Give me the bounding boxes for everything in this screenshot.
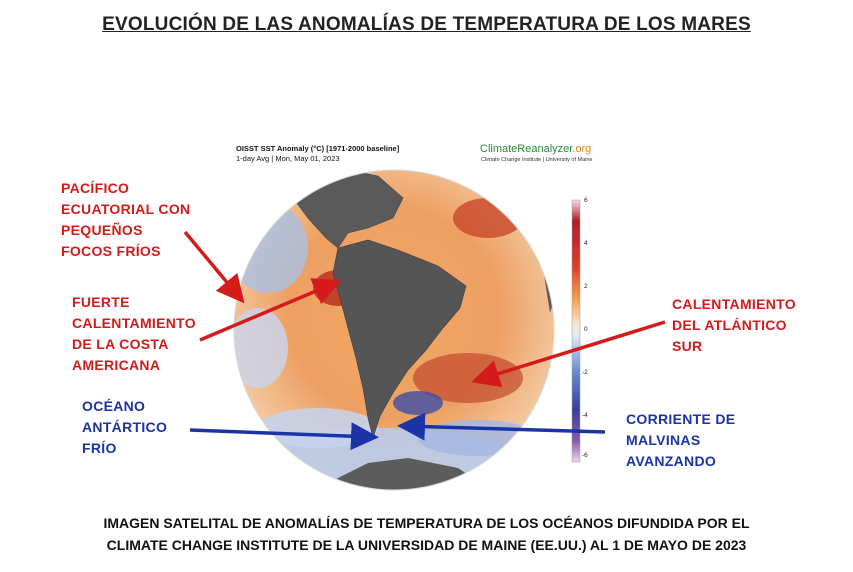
logo-subtitle: Climate Change Institute | University of…: [481, 157, 593, 163]
label-line: AVANZANDO: [626, 453, 717, 469]
label-line: AMERICANA: [72, 357, 161, 373]
label-line: MALVINAS: [626, 432, 701, 448]
page-title: EVOLUCIÓN DE LAS ANOMALÍAS DE TEMPERATUR…: [102, 14, 751, 35]
label-line: ANTÁRTICO: [82, 419, 168, 435]
map-title-line2: 1-day Avg | Mon, May 01, 2023: [236, 154, 340, 163]
map-title-line1: OISST SST Anomaly (°C) [1971-2000 baseli…: [236, 144, 400, 153]
colorbar-tick: -2: [582, 369, 588, 376]
caption-line2: CLIMATE CHANGE INSTITUTE DE LA UNIVERSID…: [106, 537, 747, 553]
label-line: FRÍO: [82, 440, 117, 456]
colorbar-tick: -4: [582, 412, 588, 419]
label-oceano-antartico: OCÉANO ANTÁRTICO FRÍO: [82, 396, 167, 459]
arrow-oceano-antartico: [189, 422, 379, 451]
colorbar-tick: 4: [584, 240, 588, 247]
label-line: ECUATORIAL CON: [61, 201, 191, 217]
colorbar-tick: -6: [582, 452, 588, 459]
label-line: DE LA COSTA: [72, 336, 169, 352]
colorbar-tick: 0: [584, 326, 588, 333]
arrow-costa-americana: [199, 278, 342, 342]
arrow-atlantico-sur: [471, 320, 666, 388]
colorbar-tick: 2: [584, 283, 588, 290]
logo-suffix: .org: [572, 143, 592, 155]
label-fuerte-calentamiento: FUERTE CALENTAMIENTO DE LA COSTA AMERICA…: [72, 292, 196, 376]
caption-line1: IMAGEN SATELITAL DE ANOMALÍAS DE TEMPERA…: [103, 515, 750, 531]
map-title: OISST SST Anomaly (°C) [1971-2000 baseli…: [236, 144, 399, 164]
label-line: SUR: [672, 338, 703, 354]
globe-map: [233, 169, 581, 491]
label-calentamiento-atlantico: CALENTAMIENTO DEL ATLÁNTICO SUR: [672, 294, 796, 357]
label-line: CALENTAMIENTO: [72, 315, 196, 331]
label-line: PEQUEÑOS: [61, 222, 143, 238]
colorbar: [571, 199, 581, 463]
sst-anomaly-figure: [228, 138, 608, 500]
label-line: FUERTE: [72, 294, 130, 310]
arrow-pacifico: [183, 230, 245, 304]
label-line: FOCOS FRÍOS: [61, 243, 161, 259]
climate-reanalyzer-logo: ClimateReanalyzer.org: [480, 143, 591, 155]
arrow-malvinas: [397, 412, 606, 441]
label-line: OCÉANO: [82, 398, 146, 414]
figure-caption: IMAGEN SATELITAL DE ANOMALÍAS DE TEMPERA…: [0, 512, 853, 556]
label-line: DEL ATLÁNTICO: [672, 317, 787, 333]
colorbar-tick: 6: [584, 197, 588, 204]
label-line: CALENTAMIENTO: [672, 296, 796, 312]
label-line: CORRIENTE DE: [626, 411, 736, 427]
label-corriente-malvinas: CORRIENTE DE MALVINAS AVANZANDO: [626, 409, 735, 472]
logo-main: ClimateReanalyzer: [480, 143, 573, 155]
label-pacifico-ecuatorial: PACÍFICO ECUATORIAL CON PEQUEÑOS FOCOS F…: [61, 178, 190, 262]
label-line: PACÍFICO: [61, 180, 130, 196]
